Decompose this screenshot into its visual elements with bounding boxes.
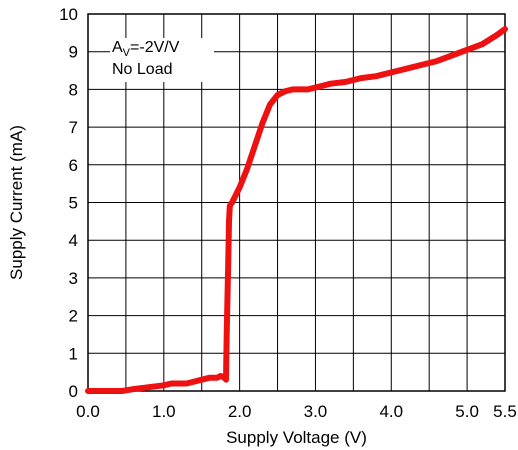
y-tick-label: 1 (69, 344, 78, 363)
x-tick-label: 1.0 (152, 402, 176, 421)
y-tick-label: 4 (69, 231, 78, 250)
annotation-box: AV=-2V/V No Load (110, 38, 214, 82)
annotation-load: No Load (112, 61, 173, 78)
y-tick-label: 2 (69, 307, 78, 326)
y-axis-title: Supply Current (mA) (7, 125, 26, 280)
plot-frame (87, 13, 506, 392)
x-tick-label: 3.0 (304, 402, 328, 421)
annotation-gain-main: A (112, 39, 123, 56)
annotation-background (110, 38, 214, 82)
supply-current-series-line (85, 26, 508, 394)
y-tick-label: 6 (69, 156, 78, 175)
annotation-gain: AV=-2V/V (112, 39, 180, 59)
y-tick-label: 10 (59, 5, 78, 24)
annotation-gain-value: =-2V/V (130, 39, 180, 56)
y-tick-label: 5 (69, 194, 78, 213)
x-axis-title: Supply Voltage (V) (226, 428, 367, 447)
x-tick-label: 2.0 (228, 402, 252, 421)
y-tick-label: 0 (69, 382, 78, 401)
annotation-gain-subscript: V (123, 47, 131, 59)
x-tick-label: 0.0 (76, 402, 100, 421)
x-tick-label: 4.0 (379, 402, 403, 421)
tick-labels: 0.0 1.0 2.0 3.0 4.0 5.0 5.5 0 1 2 3 4 5 6 7 8 9 10 (59, 5, 517, 421)
y-tick-label: 7 (69, 118, 78, 137)
y-tick-label: 3 (69, 269, 78, 288)
x-tick-label: 5.5 (493, 402, 517, 421)
y-tick-label: 8 (69, 80, 78, 99)
x-tick-label: 5.0 (455, 402, 479, 421)
y-tick-label: 9 (69, 43, 78, 62)
